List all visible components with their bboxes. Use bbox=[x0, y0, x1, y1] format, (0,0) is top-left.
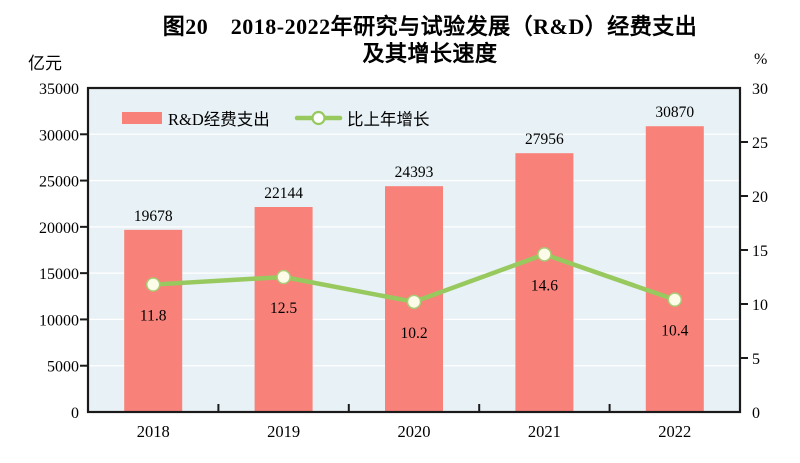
growth-value-label: 10.2 bbox=[400, 325, 427, 342]
left-axis-unit-label: 亿元 bbox=[28, 54, 62, 73]
right-axis-unit-label: % bbox=[754, 51, 768, 68]
x-axis-category-label: 2022 bbox=[658, 422, 691, 441]
right-axis-tick-label: 25 bbox=[752, 135, 768, 152]
x-axis-category-label: 2021 bbox=[528, 422, 561, 441]
bar-value-label: 22144 bbox=[264, 185, 303, 202]
bar-2021 bbox=[515, 153, 574, 412]
legend-line-marker bbox=[311, 110, 326, 126]
growth-value-label: 10.4 bbox=[661, 323, 688, 340]
right-axis-tick-label: 5 bbox=[752, 351, 760, 368]
x-axis-category-label: 2018 bbox=[137, 422, 170, 441]
left-axis-tick-label: 20000 bbox=[39, 220, 79, 237]
chart-title-line1: 图20 2018-2022年研究与试验发展（R&D）经费支出 bbox=[162, 14, 698, 39]
growth-marker-2020 bbox=[406, 294, 422, 310]
bar-2019 bbox=[254, 207, 313, 412]
chart-title: 图20 2018-2022年研究与试验发展（R&D）经费支出 及其增长速度 bbox=[60, 13, 800, 67]
bar-2022 bbox=[645, 126, 704, 413]
right-axis-tick-label: 30 bbox=[752, 81, 768, 98]
right-axis-tick-label: 10 bbox=[752, 297, 768, 314]
right-axis-tick-label: 0 bbox=[752, 405, 760, 422]
x-axis-category-label: 2019 bbox=[267, 422, 300, 441]
legend-bar-swatch bbox=[122, 112, 162, 124]
x-axis-category-label: 2020 bbox=[398, 422, 431, 441]
right-axis-tick-label: 15 bbox=[752, 243, 768, 260]
left-axis-tick-label: 30000 bbox=[39, 127, 79, 144]
growth-value-label: 12.5 bbox=[270, 300, 297, 317]
growth-marker-2018 bbox=[145, 277, 161, 292]
right-axis-tick-label: 20 bbox=[752, 189, 768, 206]
growth-marker-2021 bbox=[537, 247, 552, 262]
legend-line-label: 比上年增长 bbox=[347, 110, 430, 129]
bar-value-label: 19678 bbox=[134, 208, 173, 225]
bar-value-label: 27956 bbox=[525, 131, 564, 148]
chart-title-line2: 及其增长速度 bbox=[362, 41, 498, 66]
bar-value-label: 30870 bbox=[655, 104, 694, 121]
left-axis-tick-label: 5000 bbox=[47, 359, 79, 376]
growth-marker-2022 bbox=[667, 292, 683, 307]
left-axis-tick-label: 0 bbox=[71, 405, 79, 422]
growth-value-label: 14.6 bbox=[531, 277, 558, 294]
growth-value-label: 11.8 bbox=[140, 308, 167, 325]
left-axis-tick-label: 25000 bbox=[39, 174, 79, 191]
growth-marker-2019 bbox=[276, 269, 291, 285]
bar-2018 bbox=[124, 229, 183, 412]
left-axis-tick-label: 10000 bbox=[39, 312, 79, 329]
left-axis-tick-label: 35000 bbox=[39, 81, 79, 98]
left-axis-tick-label: 15000 bbox=[39, 266, 79, 283]
legend-bar-label: R&D经费支出 bbox=[168, 110, 270, 129]
bar-value-label: 24393 bbox=[395, 164, 434, 181]
plot-frame bbox=[86, 86, 742, 414]
